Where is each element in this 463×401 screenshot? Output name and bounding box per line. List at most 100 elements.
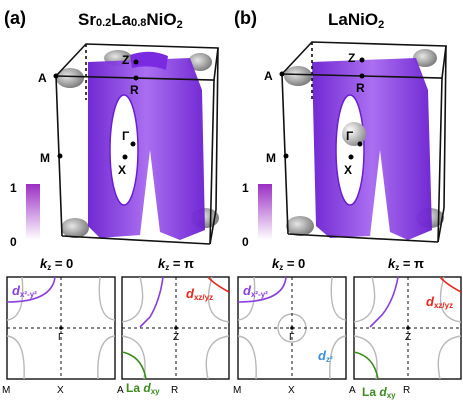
point-a xyxy=(279,71,285,77)
label-m: M xyxy=(266,151,276,165)
cut-2-kz: kz = π xyxy=(158,256,194,272)
gray-contour xyxy=(329,335,347,380)
gray-contour xyxy=(330,276,347,321)
gray-contour xyxy=(6,335,25,380)
fermi-surface xyxy=(88,58,205,240)
colorbar-min: 0 xyxy=(242,235,249,249)
orbital-label: dx²-y² xyxy=(243,283,268,299)
colorbar-max: 1 xyxy=(242,181,249,195)
corner-pocket xyxy=(61,218,89,238)
corner-label: M xyxy=(233,385,241,396)
label-r: R xyxy=(130,83,139,97)
mid-label: X xyxy=(288,385,295,396)
la-label: La dxy xyxy=(362,385,396,400)
gray-contour xyxy=(237,335,257,380)
label-x: X xyxy=(344,163,352,177)
panel-b: (b) LaNiO2 Z A R Γ M X 1 0 xyxy=(234,8,447,249)
corner-pocket xyxy=(56,68,84,88)
colorbar-max: 1 xyxy=(10,181,17,195)
cut-4: kz = π Z dxz/yz La dxy A R xyxy=(349,256,462,400)
panel-b-title: LaNiO2 xyxy=(328,10,384,31)
fermi-top xyxy=(130,51,168,70)
colorbar xyxy=(258,184,272,240)
fermi-surface xyxy=(312,58,432,240)
fermi-hole xyxy=(109,94,139,206)
dz2-label: dz² xyxy=(318,348,333,364)
gray-contour xyxy=(353,276,376,323)
point-m xyxy=(283,153,289,159)
panel-b-letter: (b) xyxy=(234,8,257,28)
mid-label: R xyxy=(171,385,178,396)
corner-pocket xyxy=(284,66,312,86)
gray-contour xyxy=(207,276,230,323)
point-z xyxy=(133,59,139,65)
cut-2: kz = π Z dxz/yz La dxy A R xyxy=(117,256,230,396)
corner-pocket xyxy=(413,49,437,67)
label-z: Z xyxy=(348,51,355,65)
point-gamma xyxy=(130,141,136,147)
label-gamma: Γ xyxy=(346,129,354,143)
corner-pocket xyxy=(188,53,212,71)
orbital-label: dxz/yz xyxy=(186,286,213,302)
dx2y2-contour xyxy=(237,276,287,303)
label-a: A xyxy=(264,69,273,83)
label-m: M xyxy=(40,151,50,165)
corner-label: A xyxy=(117,385,124,396)
gray-contour xyxy=(205,335,230,380)
bz-box xyxy=(281,41,447,243)
gamma-pocket xyxy=(342,122,366,146)
gray-contour xyxy=(121,276,144,323)
colorbar xyxy=(26,184,40,240)
point-gamma xyxy=(357,141,363,147)
cut-1: kz = 0 Γ dx²-y² M X xyxy=(2,256,116,396)
point-z xyxy=(359,57,365,63)
center-label: Γ xyxy=(58,332,64,343)
corner-label: M xyxy=(2,385,10,396)
point-x xyxy=(348,154,354,160)
gray-contour xyxy=(439,276,462,323)
center-point xyxy=(174,326,178,330)
center-label: Z xyxy=(405,332,411,343)
la-label: La dxy xyxy=(126,381,160,396)
panel-a-title: Sr0.2La0.8NiO2 xyxy=(78,10,183,31)
gray-contour xyxy=(437,335,462,380)
cut-3: kz = 0 Γ dx²-y² dz² M X xyxy=(233,256,347,396)
orbital-label: dx²-y² xyxy=(12,283,37,299)
point-m xyxy=(57,153,63,159)
gray-contour xyxy=(237,276,256,321)
cut-3-kz: kz = 0 xyxy=(272,256,305,272)
label-r: R xyxy=(356,81,365,95)
center-label: Z xyxy=(173,332,179,343)
gray-contour xyxy=(6,276,24,321)
label-x: X xyxy=(118,163,126,177)
gray-contour xyxy=(98,276,116,321)
point-r xyxy=(133,75,139,81)
center-label: Γ xyxy=(289,332,295,343)
dx2y2-contour xyxy=(369,276,399,328)
label-a: A xyxy=(38,71,47,85)
corner-pocket xyxy=(286,216,314,236)
cut-4-kz: kz = π xyxy=(388,256,424,272)
point-x xyxy=(122,154,128,160)
label-z: Z xyxy=(122,53,129,67)
orbital-label: dxz/yz xyxy=(426,294,453,310)
label-gamma: Γ xyxy=(122,129,130,143)
center-point xyxy=(59,326,63,330)
panel-a: (a) Sr0.2La0.8NiO2 Z A R Γ M xyxy=(4,8,219,249)
center-point xyxy=(406,326,410,330)
mid-label: X xyxy=(57,385,64,396)
colorbar-min: 0 xyxy=(10,235,17,249)
gray-contour xyxy=(97,335,116,380)
dxzyz-contour xyxy=(207,276,230,293)
la-dxy-contour xyxy=(353,351,379,380)
la-dxy-contour xyxy=(121,351,147,380)
fermi-hole xyxy=(335,94,365,206)
corner-label: A xyxy=(349,385,356,396)
panel-a-letter: (a) xyxy=(4,8,26,28)
dxzyz-contour xyxy=(439,276,462,293)
dx2y2-contour xyxy=(6,276,56,303)
center-point xyxy=(290,326,294,330)
cut-1-kz: kz = 0 xyxy=(40,256,73,272)
point-a xyxy=(53,73,59,79)
